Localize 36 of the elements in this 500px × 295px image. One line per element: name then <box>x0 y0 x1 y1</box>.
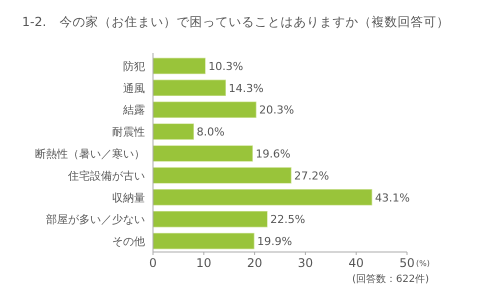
chart-title: 1-2. 今の家（お住まい）で困っていることはありますか（複数回答可） <box>22 14 450 29</box>
data-label: 20.3% <box>259 104 294 117</box>
y-tick-label: 耐震性 <box>112 126 145 139</box>
x-tick-label: 20 <box>246 256 262 270</box>
x-tick-label: 50 <box>399 256 415 270</box>
data-label: 19.9% <box>257 235 292 248</box>
y-tick-label: 収納量 <box>112 191 145 204</box>
data-label: 22.5% <box>270 213 306 226</box>
y-tick-label: 通風 <box>123 82 145 95</box>
x-tick-label: 10 <box>196 256 212 270</box>
y-tick-label: 結露 <box>122 104 145 117</box>
data-label: 19.6% <box>256 148 291 160</box>
bar <box>152 58 206 74</box>
y-tick-label: その他 <box>112 235 145 248</box>
data-label: 14.3% <box>228 82 264 95</box>
x-tick-label: 40 <box>348 256 364 270</box>
x-tick-label: 0 <box>149 256 157 270</box>
y-tick-label: 部屋が多い／少ない <box>46 213 145 226</box>
data-label: 43.1% <box>374 191 410 204</box>
x-axis-title: (%) <box>416 259 430 268</box>
bar <box>152 123 194 140</box>
y-tick-label: 防犯 <box>123 60 145 73</box>
data-label: 8.0% <box>196 126 225 139</box>
bar <box>152 145 253 162</box>
bar <box>152 210 268 228</box>
x-tick-label: 30 <box>298 256 314 270</box>
text: (回答数：622件) <box>352 273 430 285</box>
bar <box>152 189 372 206</box>
bar <box>152 167 292 184</box>
bar <box>152 232 254 250</box>
bar <box>152 80 226 96</box>
data-label: 10.3% <box>208 60 244 73</box>
bar <box>152 102 256 118</box>
y-tick-label: 住宅設備が古い <box>68 169 145 182</box>
data-label: 27.2% <box>294 169 330 182</box>
y-tick-label: 断熱性（暑い／寒い） <box>35 148 145 160</box>
